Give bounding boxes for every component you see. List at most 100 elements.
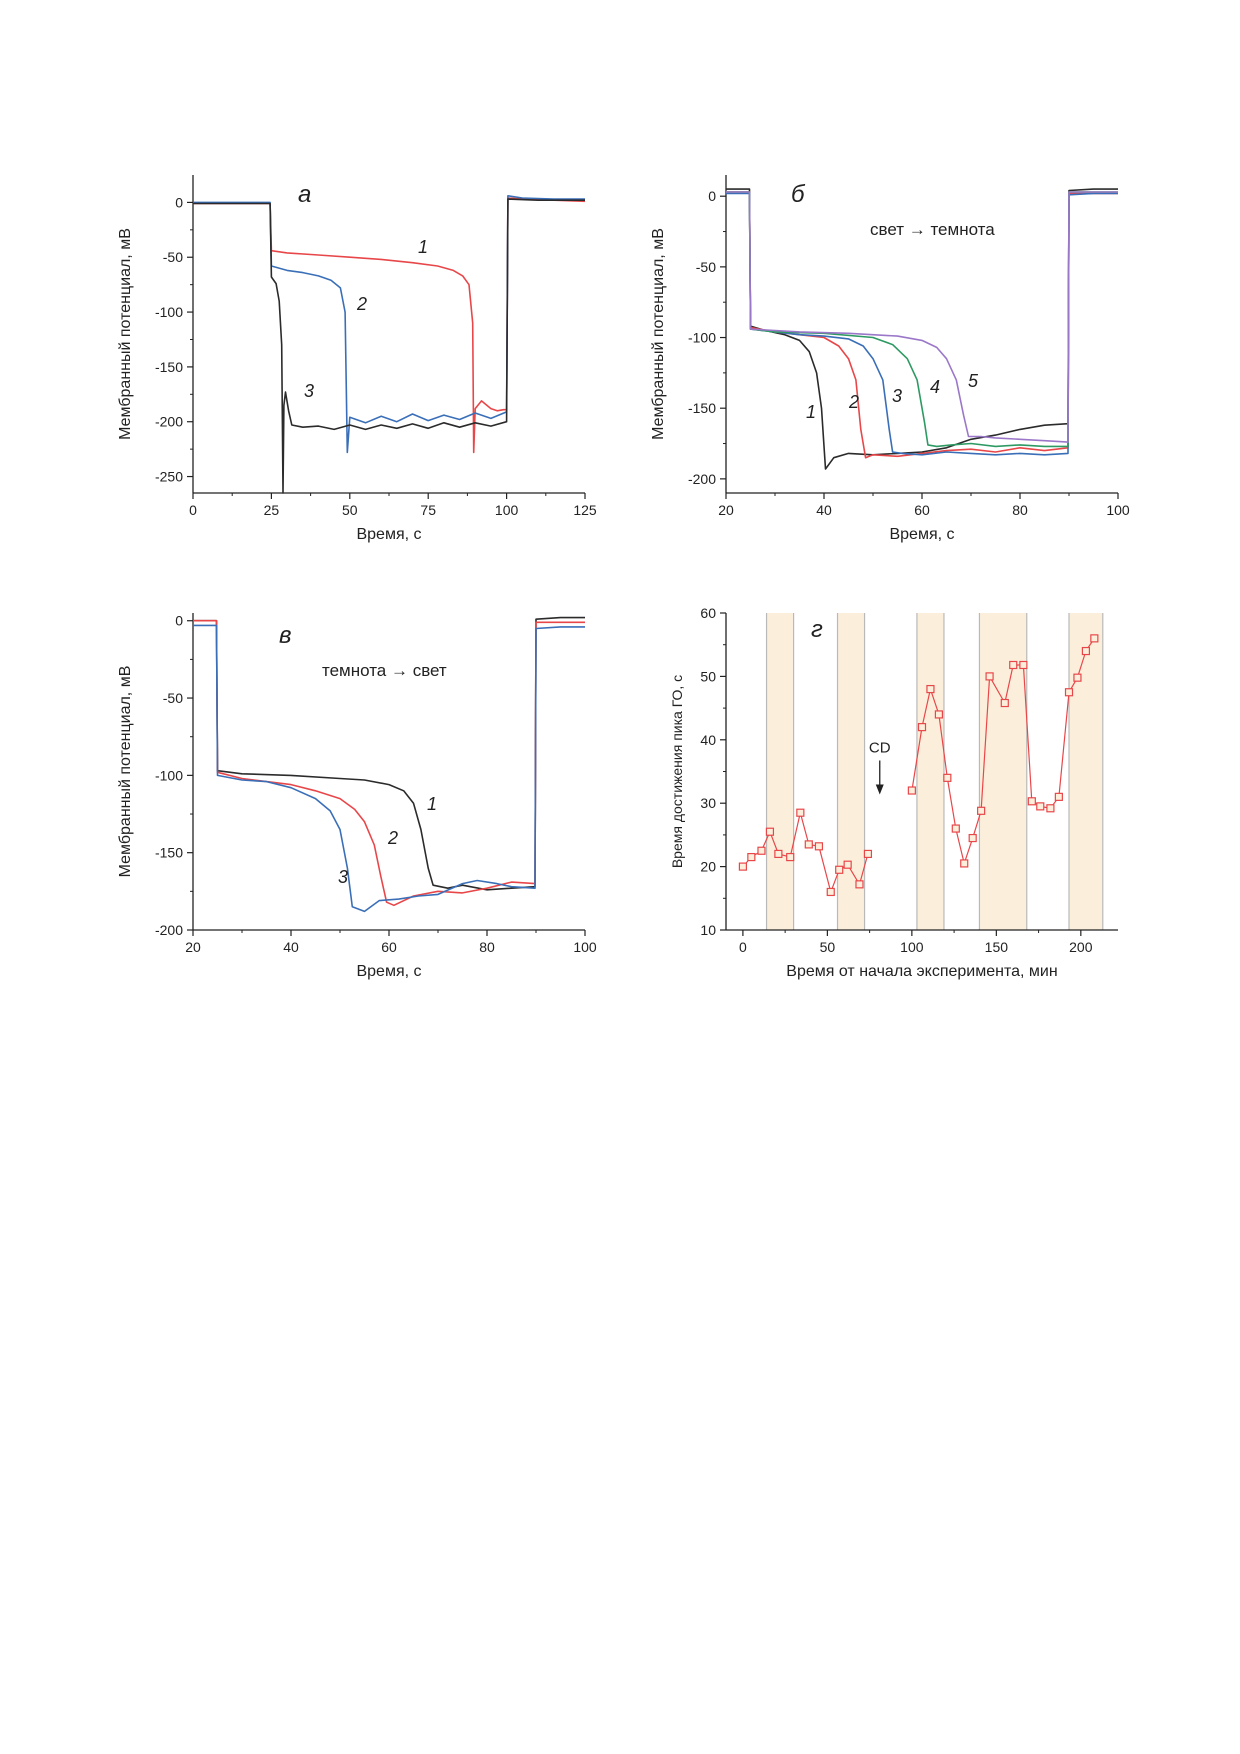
data-point bbox=[863, 849, 873, 859]
series-line-1 bbox=[193, 197, 586, 454]
data-point bbox=[747, 852, 756, 862]
x-tick-label: 75 bbox=[420, 502, 436, 518]
y-tick-label: -50 bbox=[163, 690, 183, 706]
series-line-3 bbox=[193, 624, 585, 913]
data-point bbox=[1019, 660, 1028, 670]
data-point bbox=[1073, 673, 1082, 682]
y-tick-label: 0 bbox=[175, 613, 183, 629]
curve-label: 1 bbox=[418, 237, 428, 257]
panel-label: в bbox=[279, 622, 292, 649]
curve-label: 2 bbox=[356, 294, 367, 314]
data-point bbox=[814, 842, 824, 851]
panel-label: а bbox=[298, 181, 311, 208]
data-point bbox=[977, 806, 986, 815]
annotation-arrow-head bbox=[875, 784, 884, 795]
shaded-interval-2 bbox=[916, 613, 944, 930]
shaded-interval-3 bbox=[979, 613, 1027, 930]
x-tick-label: 0 bbox=[189, 502, 197, 518]
y-tick-label: 30 bbox=[700, 795, 716, 811]
data-point bbox=[796, 808, 805, 817]
y-tick-label: 40 bbox=[700, 732, 716, 748]
data-point bbox=[951, 824, 960, 833]
data-point bbox=[1090, 634, 1099, 643]
x-tick-label: 100 bbox=[1106, 502, 1130, 518]
series-line-1 bbox=[193, 616, 585, 891]
x-axis-title: Время, с bbox=[356, 526, 421, 543]
data-point bbox=[943, 773, 952, 782]
data-point bbox=[1054, 792, 1063, 801]
y-axis-title: Мембранный потенциал, мВ bbox=[117, 228, 134, 440]
x-tick-label: 40 bbox=[283, 939, 299, 955]
curve-label: 1 bbox=[806, 402, 816, 422]
curve-label: 5 bbox=[968, 371, 979, 391]
series-line-3 bbox=[193, 198, 585, 494]
data-point bbox=[1036, 802, 1045, 811]
x-tick-label: 40 bbox=[816, 502, 832, 518]
y-tick-label: -50 bbox=[163, 249, 183, 265]
data-point bbox=[917, 723, 927, 732]
shaded-interval-1 bbox=[837, 613, 865, 930]
series-line-2 bbox=[193, 195, 585, 454]
data-point bbox=[835, 865, 844, 874]
x-axis-title: Время от начала эксперимента, мин bbox=[786, 963, 1057, 980]
data-point bbox=[985, 672, 994, 681]
y-tick-label: -150 bbox=[688, 400, 716, 416]
y-tick-label: -200 bbox=[688, 471, 716, 487]
data-point bbox=[786, 852, 795, 862]
y-axis-title: Мембранный потенциал, мВ bbox=[117, 666, 134, 878]
y-tick-label: -100 bbox=[155, 304, 183, 320]
panel-label: г bbox=[811, 616, 823, 643]
x-axis-title: Время, с bbox=[889, 526, 954, 543]
data-point bbox=[738, 862, 747, 871]
shaded-interval-4 bbox=[1069, 613, 1103, 930]
x-tick-label: 80 bbox=[479, 939, 495, 955]
x-tick-label: 20 bbox=[718, 502, 734, 518]
data-point bbox=[826, 887, 835, 897]
data-point bbox=[926, 684, 935, 694]
data-point bbox=[1027, 797, 1036, 806]
x-tick-label: 100 bbox=[495, 502, 519, 518]
data-point bbox=[1046, 804, 1055, 813]
y-tick-label: -150 bbox=[155, 845, 183, 861]
x-tick-label: 60 bbox=[381, 939, 397, 955]
panel-label: б bbox=[791, 181, 806, 208]
data-point bbox=[757, 846, 766, 855]
x-tick-label: 100 bbox=[573, 939, 597, 955]
panel-a-chart: 0 25 50 75 100 125 0 -50 -100 -150 -200 -250 Время, … bbox=[117, 175, 597, 543]
x-tick-label: 125 bbox=[573, 502, 597, 518]
curve-label: 3 bbox=[304, 381, 314, 401]
x-tick-label: 60 bbox=[914, 502, 930, 518]
panel-v-chart: 20 40 60 80 100 0 -50 -100 -150 -200 Время, с Мембр… bbox=[117, 613, 597, 980]
x-tick-label: 50 bbox=[820, 939, 836, 955]
panel-b-chart: 20 40 60 80 100 0 -50 -100 -150 -200 Время, с Мембр… bbox=[650, 175, 1130, 543]
y-axis-title: Время достижения пика ГО, с bbox=[669, 675, 685, 868]
y-tick-label: -200 bbox=[155, 414, 183, 430]
shaded-interval-0 bbox=[766, 613, 794, 930]
y-tick-label: 50 bbox=[700, 668, 716, 684]
data-point bbox=[934, 710, 943, 719]
data-point bbox=[1000, 698, 1009, 708]
y-tick-label: -100 bbox=[155, 767, 183, 783]
data-point bbox=[960, 859, 969, 868]
annotation-cd-label: CD bbox=[869, 739, 891, 756]
y-tick-label: 20 bbox=[700, 859, 716, 875]
x-tick-label: 100 bbox=[900, 939, 924, 955]
y-axis-title: Мембранный потенциал, мВ bbox=[650, 228, 667, 440]
x-tick-label: 150 bbox=[985, 939, 1009, 955]
y-tick-label: -200 bbox=[155, 922, 183, 938]
y-tick-label: 60 bbox=[700, 605, 716, 621]
series-line-3 bbox=[726, 192, 1118, 456]
y-tick-label: -250 bbox=[155, 469, 183, 485]
data-point bbox=[907, 786, 916, 795]
y-tick-label: -150 bbox=[155, 359, 183, 375]
data-point bbox=[1064, 688, 1074, 697]
x-tick-label: 80 bbox=[1012, 502, 1028, 518]
y-tick-label: -100 bbox=[688, 330, 716, 346]
y-tick-label: 10 bbox=[700, 922, 716, 938]
y-tick-label: 0 bbox=[708, 188, 716, 204]
data-point bbox=[968, 833, 977, 843]
series-line-5 bbox=[726, 191, 1118, 443]
y-tick-label: -50 bbox=[696, 259, 716, 275]
curve-label: 1 bbox=[427, 794, 437, 814]
